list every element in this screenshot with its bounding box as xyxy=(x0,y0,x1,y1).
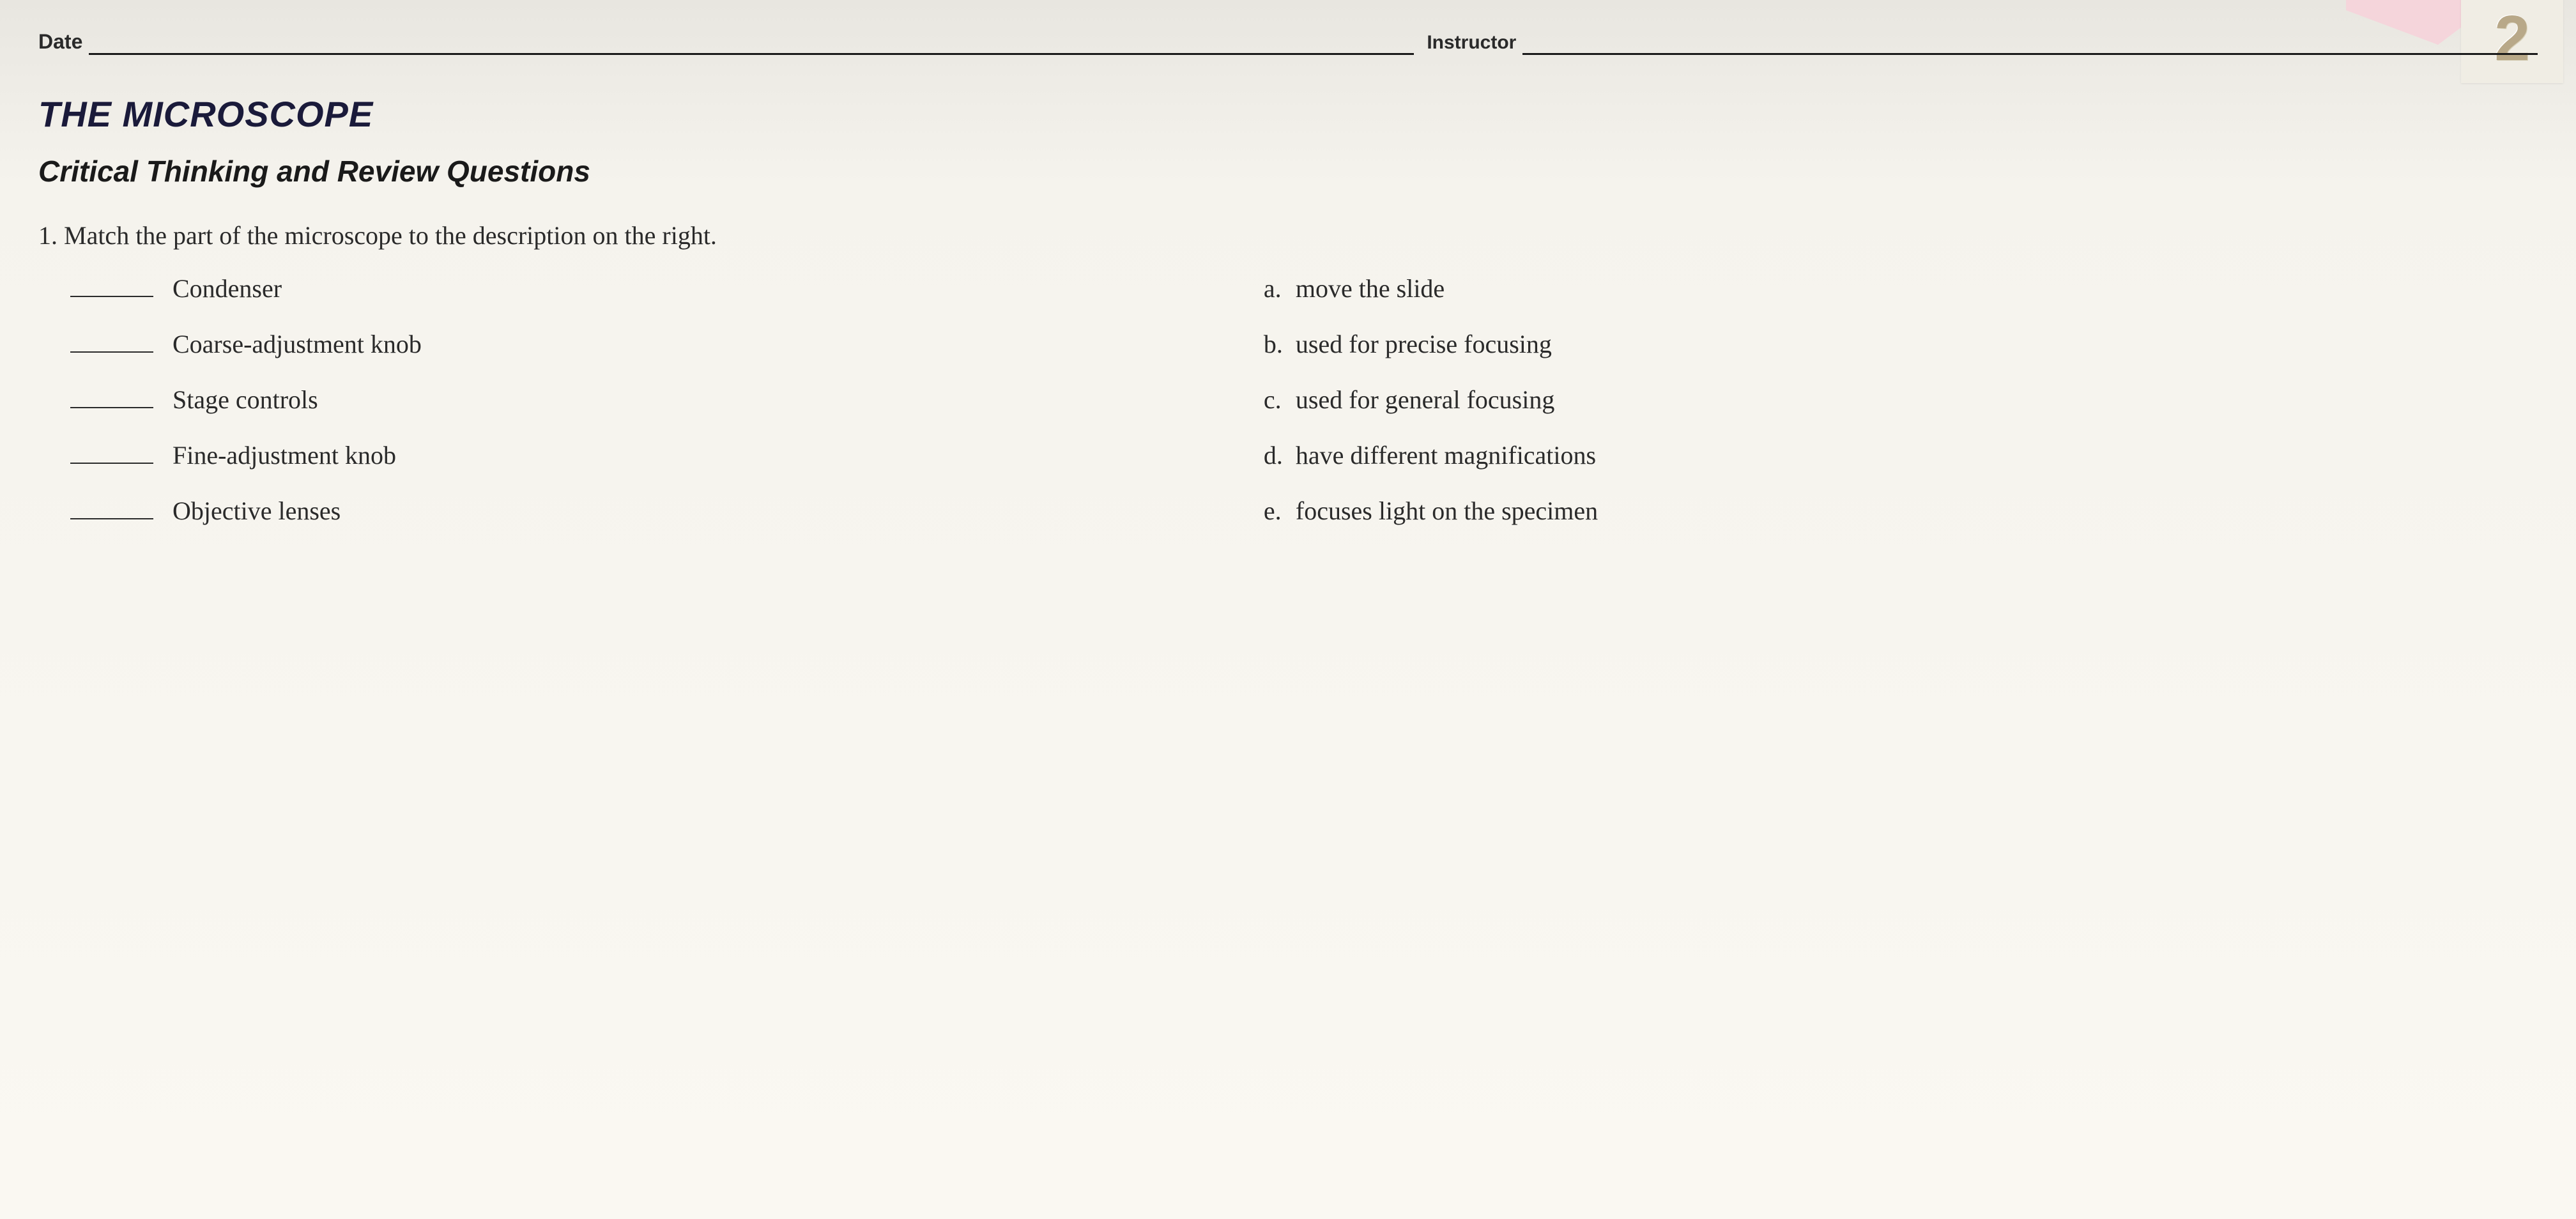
description-text: used for general focusing xyxy=(1296,385,2538,415)
answer-blank[interactable] xyxy=(70,500,153,519)
descriptions-column: a. move the slide b. used for precise fo… xyxy=(1264,273,2538,551)
description-letter: e. xyxy=(1264,496,1296,526)
terms-column: Condenser Coarse-adjustment knob Stage c… xyxy=(70,273,1238,551)
page-subtitle: Critical Thinking and Review Questions xyxy=(38,154,2538,188)
description-item: c. used for general focusing xyxy=(1264,385,2538,415)
description-text: used for precise focusing xyxy=(1296,329,2538,359)
match-term: Coarse-adjustment knob xyxy=(172,329,422,359)
question-number: 1. xyxy=(38,220,57,250)
date-blank-line[interactable] xyxy=(89,32,1414,55)
question-text: Match the part of the microscope to the … xyxy=(64,221,717,250)
answer-blank[interactable] xyxy=(70,334,153,353)
header-fields: Date Instructor xyxy=(38,13,2538,55)
description-item: e. focuses light on the specimen xyxy=(1264,496,2538,526)
match-term: Stage controls xyxy=(172,385,318,415)
match-item: Stage controls xyxy=(70,385,1238,415)
matching-container: Condenser Coarse-adjustment knob Stage c… xyxy=(38,273,2538,551)
page-title: THE MICROSCOPE xyxy=(38,93,2538,135)
description-text: focuses light on the specimen xyxy=(1296,496,2538,526)
answer-blank[interactable] xyxy=(70,445,153,464)
description-item: a. move the slide xyxy=(1264,273,2538,303)
match-item: Objective lenses xyxy=(70,496,1238,526)
description-letter: a. xyxy=(1264,273,1296,303)
date-label: Date xyxy=(38,30,89,55)
description-text: move the slide xyxy=(1296,273,2538,303)
description-item: b. used for precise focusing xyxy=(1264,329,2538,359)
date-field: Date xyxy=(38,13,1427,55)
instructor-field: Instructor xyxy=(1427,32,2538,55)
match-item: Condenser xyxy=(70,273,1238,303)
answer-blank[interactable] xyxy=(70,278,153,297)
match-term: Fine-adjustment knob xyxy=(172,440,396,470)
description-letter: b. xyxy=(1264,329,1296,359)
question-1: 1. Match the part of the microscope to t… xyxy=(38,220,2538,250)
match-term: Objective lenses xyxy=(172,496,341,526)
description-letter: d. xyxy=(1264,440,1296,470)
description-item: d. have different magnifications xyxy=(1264,440,2538,470)
match-term: Condenser xyxy=(172,273,282,303)
answer-blank[interactable] xyxy=(70,389,153,408)
description-text: have different magnifications xyxy=(1296,440,2538,470)
match-item: Fine-adjustment knob xyxy=(70,440,1238,470)
description-letter: c. xyxy=(1264,385,1296,415)
instructor-blank-line[interactable] xyxy=(1522,32,2538,55)
instructor-label: Instructor xyxy=(1427,32,1522,55)
match-item: Coarse-adjustment knob xyxy=(70,329,1238,359)
